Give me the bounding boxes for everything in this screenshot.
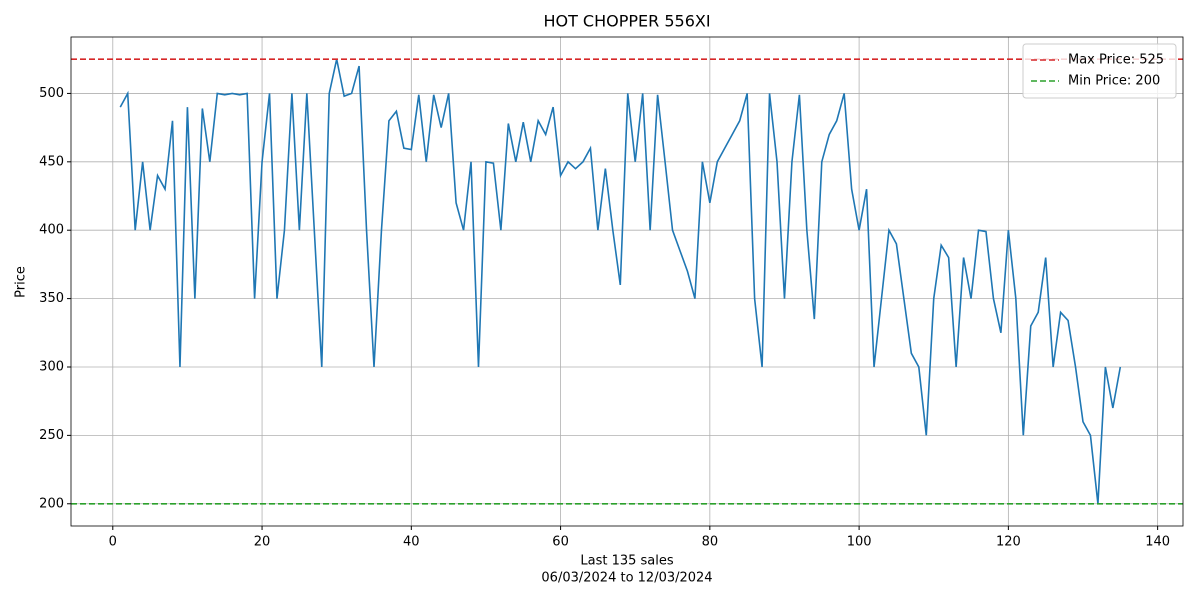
y-tick-label: 300 bbox=[39, 359, 64, 374]
x-axis-label: Last 135 sales bbox=[580, 554, 674, 569]
y-tick-label: 350 bbox=[39, 291, 64, 306]
legend-box bbox=[1022, 43, 1177, 99]
x-tick-label: 60 bbox=[552, 535, 569, 550]
x-tick-label: 100 bbox=[847, 535, 872, 550]
x-tick-label: 40 bbox=[403, 535, 420, 550]
plot-frame bbox=[70, 36, 1184, 527]
y-tick-label: 450 bbox=[39, 154, 64, 169]
x-axis-label: 06/03/2024 to 12/03/2024 bbox=[541, 571, 712, 586]
chart-title: HOT CHOPPER 556XI bbox=[543, 12, 710, 31]
legend-label: Max Price: 525 bbox=[1068, 53, 1164, 68]
y-tick-label: 400 bbox=[39, 223, 64, 238]
x-tick-label: 140 bbox=[1145, 535, 1170, 550]
x-tick-label: 120 bbox=[996, 535, 1021, 550]
price-line bbox=[119, 59, 1122, 504]
x-tick-label: 20 bbox=[254, 535, 271, 550]
y-tick-label: 200 bbox=[39, 496, 64, 511]
y-axis-label: Price bbox=[14, 266, 29, 298]
x-tick-label: 0 bbox=[109, 535, 117, 550]
y-tick-label: 250 bbox=[39, 428, 64, 443]
legend-label: Min Price: 200 bbox=[1068, 74, 1160, 89]
x-tick-label: 80 bbox=[702, 535, 719, 550]
y-tick-label: 500 bbox=[39, 86, 64, 101]
